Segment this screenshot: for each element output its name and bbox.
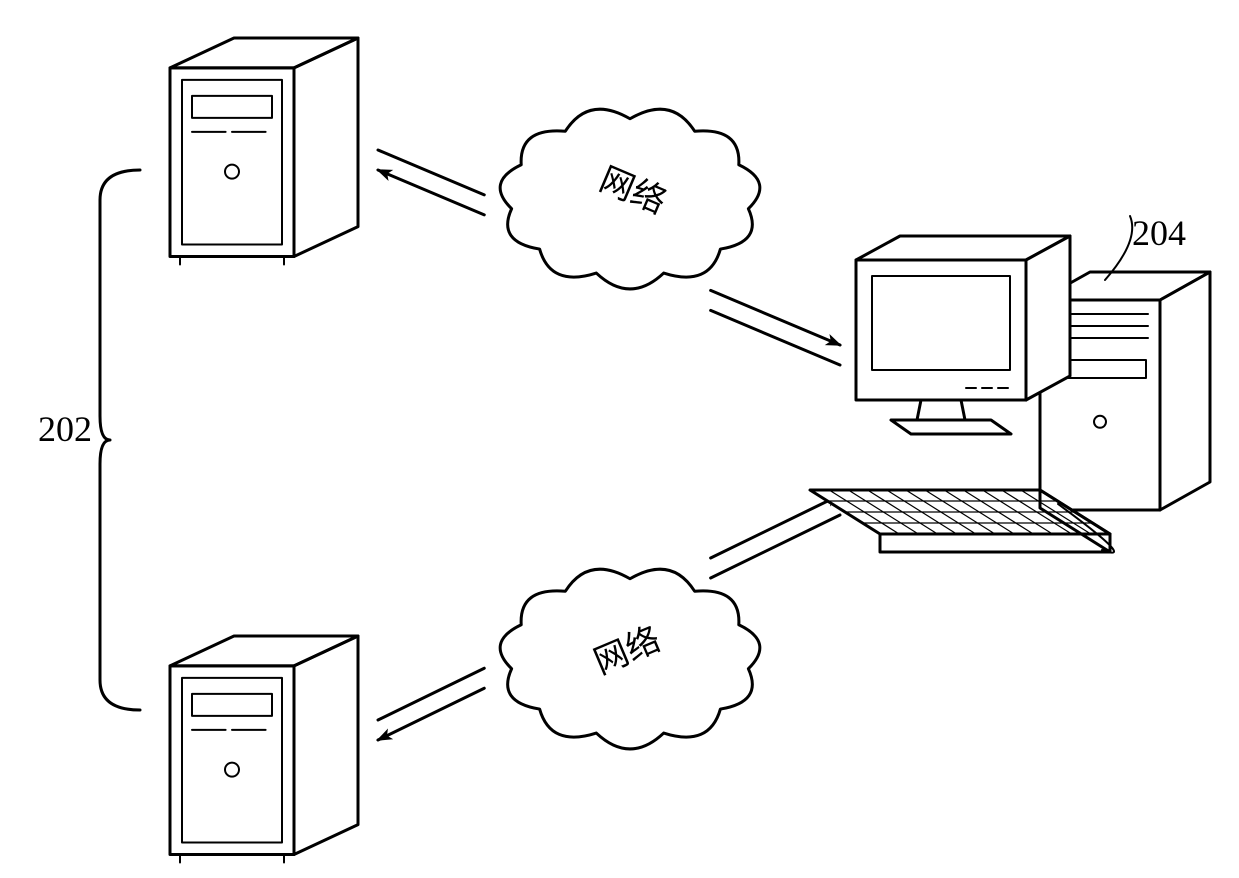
network-cloud: 网络	[500, 109, 760, 289]
desktop-icon	[810, 236, 1210, 553]
label-204: 204	[1132, 212, 1186, 254]
server-icon	[170, 636, 358, 863]
server-icon	[170, 38, 358, 265]
network-cloud: 网络	[500, 569, 760, 749]
diagram-svg: 网络网络	[0, 0, 1239, 878]
label-202: 202	[38, 408, 92, 450]
diagram-stage: 网络网络 202 204	[0, 0, 1239, 878]
